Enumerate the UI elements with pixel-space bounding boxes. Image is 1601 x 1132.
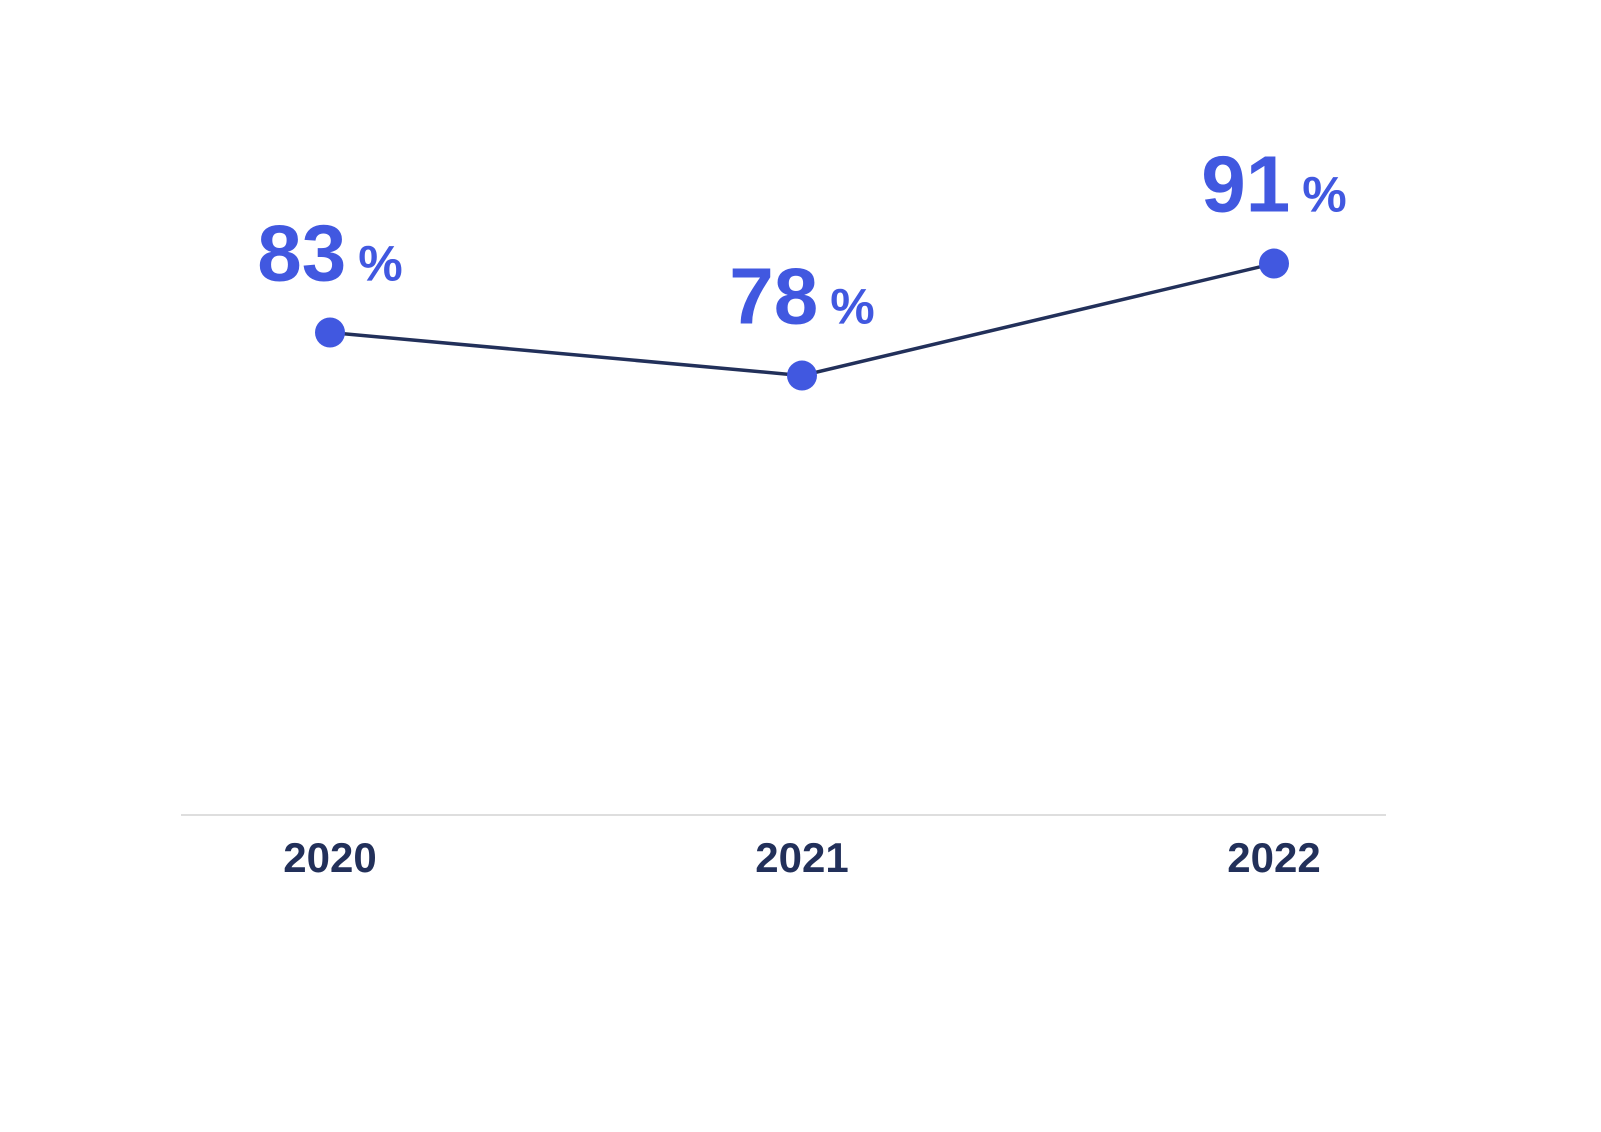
value-number: 78: [729, 252, 818, 341]
value-unit: %: [830, 279, 874, 335]
value-label: 78%: [729, 252, 874, 341]
value-label: 83%: [257, 208, 402, 297]
value-number: 83: [257, 208, 346, 297]
value-number: 91: [1201, 140, 1290, 229]
point: [315, 317, 345, 348]
value-unit: %: [358, 235, 402, 291]
value-label: 91%: [1201, 140, 1346, 229]
x-tick-label: 2022: [1227, 834, 1320, 881]
x-tick-label: 2021: [755, 834, 848, 881]
x-tick-label: 2020: [283, 834, 376, 881]
point: [1259, 248, 1289, 279]
point: [787, 360, 817, 391]
value-unit: %: [1302, 167, 1346, 223]
